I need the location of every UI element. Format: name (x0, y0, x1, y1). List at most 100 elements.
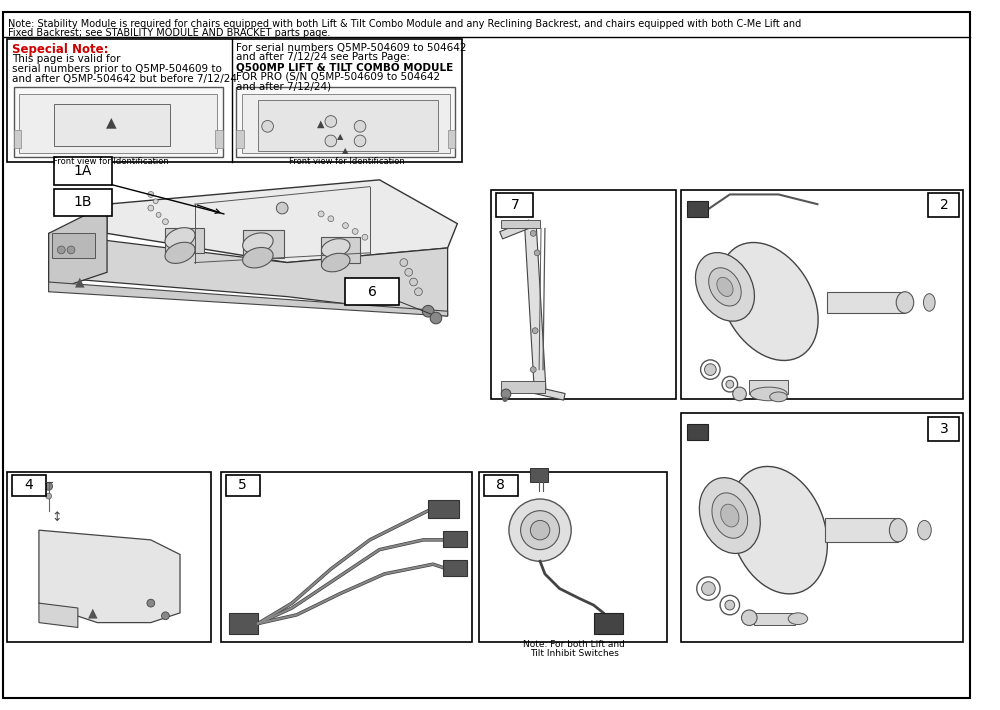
Circle shape (148, 205, 154, 211)
Bar (12, 475, 46, 496)
Bar (14, 87, 223, 158)
Circle shape (530, 366, 536, 373)
Circle shape (148, 192, 154, 197)
Text: 6: 6 (368, 285, 377, 299)
Circle shape (530, 231, 536, 236)
Ellipse shape (923, 294, 935, 311)
Bar (7, 39, 462, 163)
Bar (221, 471, 472, 642)
Text: Note: Stability Module is required for chairs equipped with both Lift & Tilt Com: Note: Stability Module is required for c… (8, 19, 801, 29)
Ellipse shape (750, 387, 787, 400)
Circle shape (701, 360, 720, 379)
Ellipse shape (918, 520, 931, 540)
Circle shape (67, 246, 75, 253)
Bar (19, 94, 217, 153)
Circle shape (720, 596, 740, 615)
Bar (236, 87, 455, 158)
Ellipse shape (717, 278, 733, 297)
Bar (258, 100, 438, 151)
Ellipse shape (165, 228, 195, 248)
Circle shape (325, 135, 337, 147)
Bar (749, 381, 788, 394)
Text: ▲: ▲ (342, 146, 349, 155)
Bar (345, 278, 399, 305)
Ellipse shape (709, 268, 741, 306)
Bar (491, 190, 676, 399)
Polygon shape (39, 530, 180, 623)
Ellipse shape (719, 243, 818, 361)
Circle shape (147, 599, 155, 607)
Circle shape (162, 612, 169, 620)
Bar (226, 475, 260, 496)
Ellipse shape (243, 233, 273, 253)
Text: 3: 3 (940, 422, 948, 436)
Polygon shape (49, 204, 107, 292)
Circle shape (733, 387, 746, 400)
Polygon shape (500, 220, 532, 239)
Ellipse shape (770, 392, 787, 402)
Circle shape (352, 229, 358, 234)
Circle shape (343, 223, 348, 229)
Bar (496, 193, 533, 217)
Polygon shape (107, 180, 457, 263)
Bar (215, 130, 223, 148)
Ellipse shape (165, 242, 195, 263)
Bar (242, 94, 450, 153)
Bar (484, 475, 518, 496)
Text: Front view for Identification: Front view for Identification (289, 158, 404, 166)
Text: ▲: ▲ (75, 275, 85, 288)
Text: 1B: 1B (73, 195, 92, 209)
Bar (54, 104, 170, 146)
Bar (165, 229, 204, 253)
Text: 7: 7 (510, 198, 519, 212)
Text: 2: 2 (940, 198, 948, 212)
Circle shape (530, 520, 550, 540)
Ellipse shape (712, 493, 748, 538)
Circle shape (422, 305, 434, 317)
Bar (7, 471, 211, 642)
Circle shape (741, 610, 757, 626)
Ellipse shape (699, 478, 760, 554)
Ellipse shape (788, 613, 808, 625)
Bar (229, 613, 258, 634)
Circle shape (325, 116, 337, 127)
Text: and after 7/12/24 see Parts Page:: and after 7/12/24 see Parts Page: (236, 53, 410, 62)
Bar (687, 201, 708, 217)
Text: ▲: ▲ (317, 119, 325, 129)
Text: 5: 5 (238, 479, 247, 493)
Polygon shape (525, 223, 546, 389)
Circle shape (509, 499, 571, 562)
Bar (443, 531, 467, 547)
Text: Fixed Backrest; see STABILITY MODULE AND BRACKET parts page.: Fixed Backrest; see STABILITY MODULE AND… (8, 28, 330, 38)
Text: Front view for Identification: Front view for Identification (53, 158, 169, 166)
Circle shape (276, 202, 288, 214)
Bar (14, 130, 21, 148)
Circle shape (521, 510, 560, 550)
Text: and after 7/12/24): and after 7/12/24) (236, 82, 332, 92)
Text: ▲: ▲ (106, 116, 116, 129)
Bar (501, 381, 545, 393)
Circle shape (410, 278, 417, 286)
Text: Q500MP LIFT & TILT COMBO MODULE: Q500MP LIFT & TILT COMBO MODULE (236, 62, 454, 72)
Bar (428, 500, 459, 518)
Bar (479, 471, 667, 642)
Circle shape (722, 376, 738, 392)
Text: 1A: 1A (74, 164, 92, 178)
Ellipse shape (730, 466, 827, 594)
Ellipse shape (321, 239, 350, 257)
Polygon shape (49, 282, 448, 316)
Bar (928, 417, 959, 441)
Text: 4: 4 (24, 479, 33, 493)
Bar (448, 130, 455, 148)
Circle shape (415, 288, 422, 295)
Circle shape (45, 483, 53, 491)
Circle shape (156, 212, 161, 217)
Bar (243, 231, 284, 258)
Circle shape (430, 312, 442, 324)
Circle shape (725, 600, 735, 610)
Bar (54, 189, 112, 216)
Text: Note: For both Lift and: Note: For both Lift and (523, 640, 625, 649)
Text: ↕: ↕ (51, 511, 62, 524)
Text: For serial numbers Q5MP-504609 to 504642: For serial numbers Q5MP-504609 to 504642 (236, 43, 467, 53)
Circle shape (705, 364, 716, 376)
